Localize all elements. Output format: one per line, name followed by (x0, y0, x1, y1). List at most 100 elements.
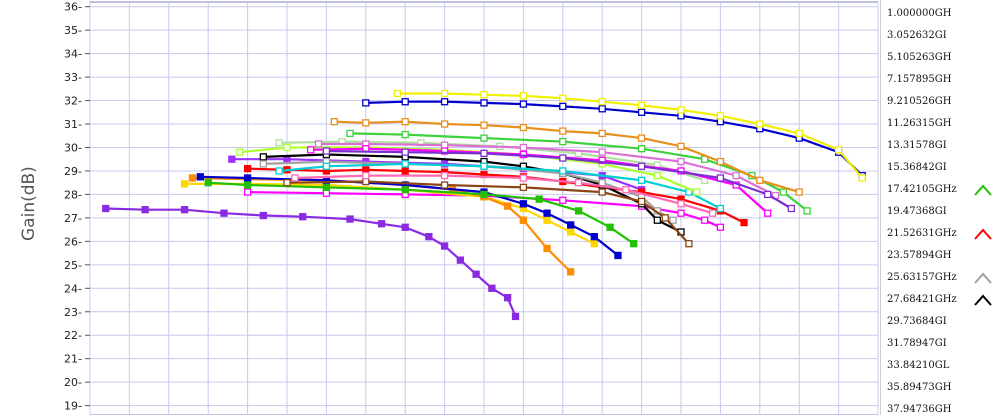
data-point (401, 118, 409, 126)
legend-symbol-icon (974, 184, 992, 196)
y-tick-label: 30- (64, 141, 82, 154)
data-point (559, 154, 567, 162)
data-point (574, 207, 583, 215)
series-5 (204, 179, 638, 248)
data-point (322, 162, 331, 170)
legend-entry[interactable]: 27.68421GHz (887, 294, 957, 305)
data-point (677, 209, 685, 217)
data-point (440, 147, 449, 155)
y-tick-label: 22- (64, 329, 82, 342)
data-point (346, 215, 354, 223)
data-point (795, 129, 803, 138)
data-point (535, 195, 543, 203)
data-point (511, 312, 520, 321)
y-tick-label: 29- (64, 165, 82, 178)
data-point (283, 179, 291, 187)
legend-symbol-icon (974, 228, 992, 240)
legend-entry[interactable]: 9.210526GH (887, 96, 952, 107)
data-point (637, 162, 646, 170)
data-point (401, 98, 409, 106)
series-line (278, 162, 721, 210)
data-point (243, 188, 252, 196)
data-point (637, 176, 646, 184)
data-point (480, 91, 488, 99)
series-12 (275, 160, 725, 213)
y-axis: 19- 20- 21- 22- 23- 24- 25- 26- 27- 28- 29- 30- 31- 3… (64, 1, 90, 413)
legend-entry[interactable]: 37.94736GH (887, 404, 952, 415)
data-point (299, 213, 307, 221)
legend-entry[interactable]: 31.78947GI (887, 338, 947, 349)
data-point (590, 233, 598, 241)
data-point (622, 186, 630, 194)
data-point (519, 200, 528, 208)
legend-entry[interactable]: 19.47368GI (887, 206, 947, 217)
legend-entry[interactable]: 15.36842GI (887, 162, 947, 173)
data-point (543, 244, 551, 253)
data-point (574, 179, 583, 187)
data-point (677, 200, 685, 208)
data-point (685, 240, 693, 248)
legend-entry[interactable]: 11.26315GH (887, 118, 952, 129)
y-tick-label: 25- (64, 259, 82, 272)
data-point (637, 145, 646, 153)
data-point (653, 171, 662, 180)
data-point (243, 174, 252, 182)
legend-entry[interactable]: 3.052632GI (887, 30, 947, 41)
legend-entry[interactable]: 25.63157GHz (887, 272, 957, 283)
data-point (243, 164, 252, 173)
data-point (567, 228, 575, 236)
legend-entry[interactable]: 29.73684GI (887, 316, 947, 327)
data-point (716, 112, 725, 120)
legend-entry[interactable]: 17.42105GHz (887, 184, 957, 195)
data-point (677, 106, 685, 114)
legend-entry[interactable]: 5.105263GH (887, 52, 952, 63)
data-point (598, 129, 606, 138)
data-point (180, 180, 189, 188)
series-21 (393, 89, 866, 182)
data-point (598, 188, 606, 196)
legend-entry[interactable]: 13.31578GI (887, 140, 947, 151)
data-point (204, 179, 212, 187)
data-point (440, 242, 449, 250)
data-point (188, 174, 197, 182)
data-point (661, 214, 669, 222)
data-point (637, 108, 646, 116)
legend-entry[interactable]: 21.52631GHz (887, 228, 957, 239)
data-point (440, 89, 449, 98)
data-point (291, 174, 299, 182)
data-point (259, 160, 268, 168)
y-tick-label: 27- (64, 212, 82, 225)
y-tick-label: 36- (64, 1, 82, 14)
series-line (105, 207, 517, 317)
series-10 (283, 177, 693, 248)
data-point (543, 209, 551, 217)
series-line (365, 100, 863, 177)
data-point (401, 223, 409, 231)
data-point (180, 206, 189, 214)
y-tick-label: 33- (64, 71, 82, 84)
series-11 (291, 171, 717, 217)
data-point (598, 148, 606, 156)
data-point (716, 204, 725, 213)
series-17 (322, 147, 795, 213)
legend-entry[interactable]: 35.89473GH (887, 382, 952, 393)
data-point (440, 141, 449, 149)
data-point (637, 101, 646, 109)
data-point (275, 139, 283, 147)
series-line (318, 142, 777, 197)
data-point (779, 188, 788, 196)
legend-entry[interactable]: 23.57894GH (887, 250, 952, 261)
data-point (362, 166, 370, 174)
data-point (716, 157, 725, 166)
data-point (425, 233, 433, 241)
data-point (590, 240, 598, 248)
data-point (630, 240, 638, 248)
legend-entry[interactable]: 33.84210GL (887, 360, 950, 371)
data-point (614, 251, 622, 260)
data-point (677, 142, 685, 150)
legend-entry[interactable]: 7.157895GH (887, 74, 952, 85)
data-point (519, 143, 528, 152)
legend-entry[interactable]: 1.000000GH (887, 8, 952, 19)
data-point (803, 207, 811, 215)
series-0 (102, 204, 520, 321)
